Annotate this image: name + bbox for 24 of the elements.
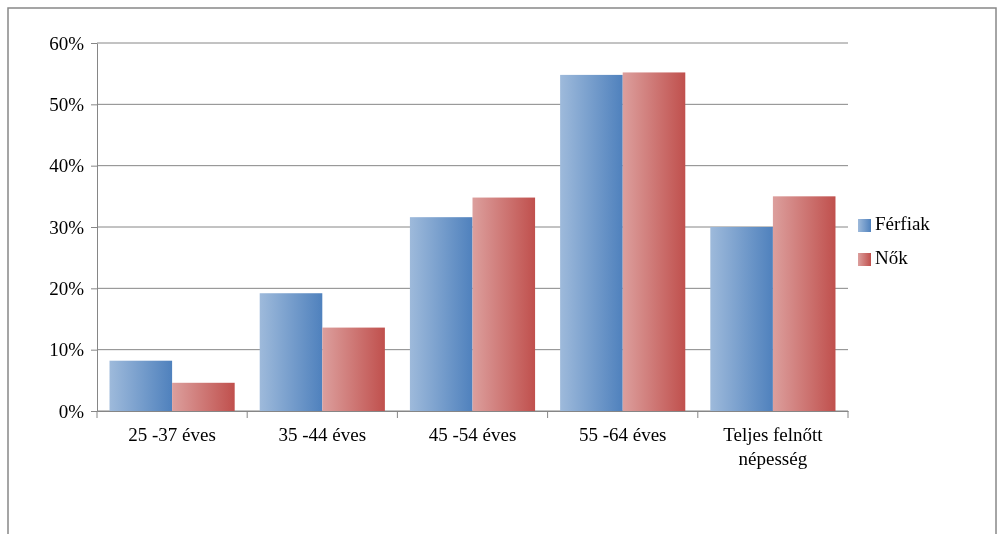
bar <box>259 293 323 411</box>
y-tick-label: 60% <box>49 32 85 54</box>
x-tick-label: 35 -44 éves <box>278 424 367 445</box>
bar <box>772 196 836 411</box>
bar <box>322 327 385 411</box>
y-tick-label: 0% <box>58 400 85 422</box>
x-tick-label: 55 -64 éves <box>578 424 667 445</box>
x-tick-label: 45 -54 éves <box>428 424 517 445</box>
bar <box>710 227 773 411</box>
y-tick-label: 10% <box>49 339 85 361</box>
bar <box>622 72 686 411</box>
y-tick-label: 40% <box>49 155 85 177</box>
legend-label: Férfiak <box>875 213 931 234</box>
bar <box>109 360 173 411</box>
y-tick-label: 50% <box>49 93 85 115</box>
y-tick-label: 30% <box>49 216 85 238</box>
bar <box>472 197 536 411</box>
bar <box>560 74 623 411</box>
bar <box>409 217 473 411</box>
x-tick-label: Teljes felnőtt népesség <box>723 424 824 469</box>
x-tick-label: 25 -37 éves <box>128 424 216 445</box>
legend-label: Nők <box>875 247 909 268</box>
y-tick-label: 20% <box>49 277 85 299</box>
bar <box>172 382 235 411</box>
